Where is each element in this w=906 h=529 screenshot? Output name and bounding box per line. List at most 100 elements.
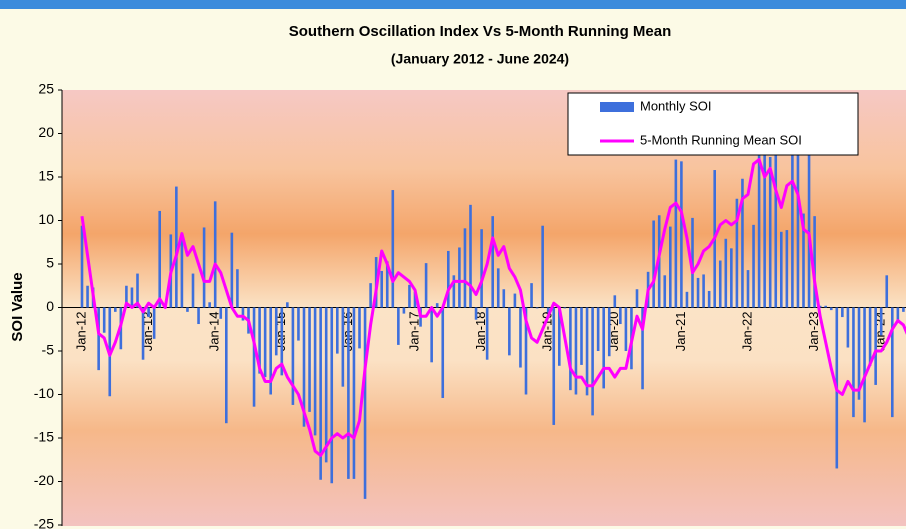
bar <box>785 230 789 308</box>
y-tick-label: 10 <box>38 211 54 227</box>
bar <box>152 307 156 339</box>
bar <box>796 142 800 308</box>
x-tick-label: Jan-23 <box>806 312 821 352</box>
bar <box>696 277 700 308</box>
bar <box>724 238 728 308</box>
bar <box>624 307 628 351</box>
bar <box>397 307 400 345</box>
bar <box>474 307 478 320</box>
bar <box>352 307 356 479</box>
x-tick-label: Jan-12 <box>73 312 88 352</box>
bar <box>752 224 755 308</box>
bar <box>408 284 411 308</box>
bar <box>102 307 106 333</box>
bar <box>730 248 733 308</box>
y-tick-label: -25 <box>34 516 54 529</box>
bar <box>619 307 622 325</box>
bar <box>524 307 528 395</box>
bar <box>829 307 833 311</box>
y-tick-label: -10 <box>34 385 54 401</box>
bar <box>363 307 367 499</box>
bar <box>447 250 450 308</box>
y-tick-label: 15 <box>38 168 54 184</box>
bar <box>97 307 100 371</box>
bar <box>225 307 228 424</box>
bar <box>824 305 827 308</box>
x-tick-label: Jan-18 <box>473 312 488 352</box>
bar <box>702 274 705 308</box>
bar <box>252 307 256 407</box>
bar <box>680 161 683 308</box>
bar <box>707 290 711 308</box>
bar <box>430 307 433 363</box>
legend-label: 5-Month Running Mean SOI <box>640 132 802 147</box>
x-tick-label: Jan-17 <box>406 312 421 352</box>
y-tick-label: 25 <box>38 81 54 97</box>
bar <box>469 204 472 308</box>
bar <box>763 129 766 308</box>
bar <box>186 307 189 312</box>
bar <box>208 302 211 308</box>
bar <box>718 260 722 308</box>
bar <box>336 307 339 354</box>
bar <box>891 307 894 418</box>
bar <box>496 268 500 308</box>
bar <box>607 307 611 357</box>
bar <box>291 307 295 405</box>
x-tick-label: Jan-21 <box>673 312 688 352</box>
y-tick-label: -5 <box>42 342 55 358</box>
bar <box>147 307 150 318</box>
bar <box>236 269 239 308</box>
legend-swatch <box>600 102 634 112</box>
bar <box>802 213 805 308</box>
bar <box>885 275 889 308</box>
bar <box>807 125 811 308</box>
bar <box>852 307 855 418</box>
bar <box>413 291 417 308</box>
bar <box>563 307 567 309</box>
y-axis-label: SOI Value <box>9 272 26 341</box>
y-tick-label: 20 <box>38 124 54 140</box>
bar <box>280 307 284 376</box>
line <box>80 158 906 457</box>
bar <box>508 307 511 356</box>
top-bar <box>0 0 906 9</box>
bar <box>385 261 389 308</box>
bar <box>513 293 517 308</box>
bar <box>441 307 445 398</box>
bar <box>596 307 600 351</box>
bar <box>180 237 184 308</box>
bar <box>369 283 372 308</box>
bar <box>391 190 395 308</box>
bar <box>535 307 539 309</box>
bar <box>635 289 639 308</box>
bar <box>746 270 750 308</box>
y-tick-label: -15 <box>34 429 54 445</box>
bar <box>685 291 689 308</box>
bar <box>546 307 550 313</box>
bar <box>669 226 672 308</box>
bar <box>302 307 306 427</box>
bar <box>86 285 89 308</box>
bar <box>569 307 572 391</box>
bar <box>313 307 317 436</box>
x-tick-label: Jan-22 <box>739 312 754 352</box>
bar <box>347 307 350 479</box>
bar <box>813 216 816 308</box>
y-tick-label: -20 <box>34 472 54 488</box>
bar <box>324 307 328 463</box>
bar <box>768 156 772 308</box>
bar <box>558 307 561 366</box>
bar <box>191 273 195 308</box>
bar <box>652 220 655 308</box>
bar <box>452 275 456 308</box>
bar <box>130 287 134 308</box>
bar <box>585 307 589 396</box>
bar <box>574 307 578 395</box>
bar <box>380 270 383 308</box>
bar <box>896 307 900 321</box>
bar <box>580 307 583 365</box>
bar <box>641 307 644 390</box>
bar <box>868 307 872 366</box>
